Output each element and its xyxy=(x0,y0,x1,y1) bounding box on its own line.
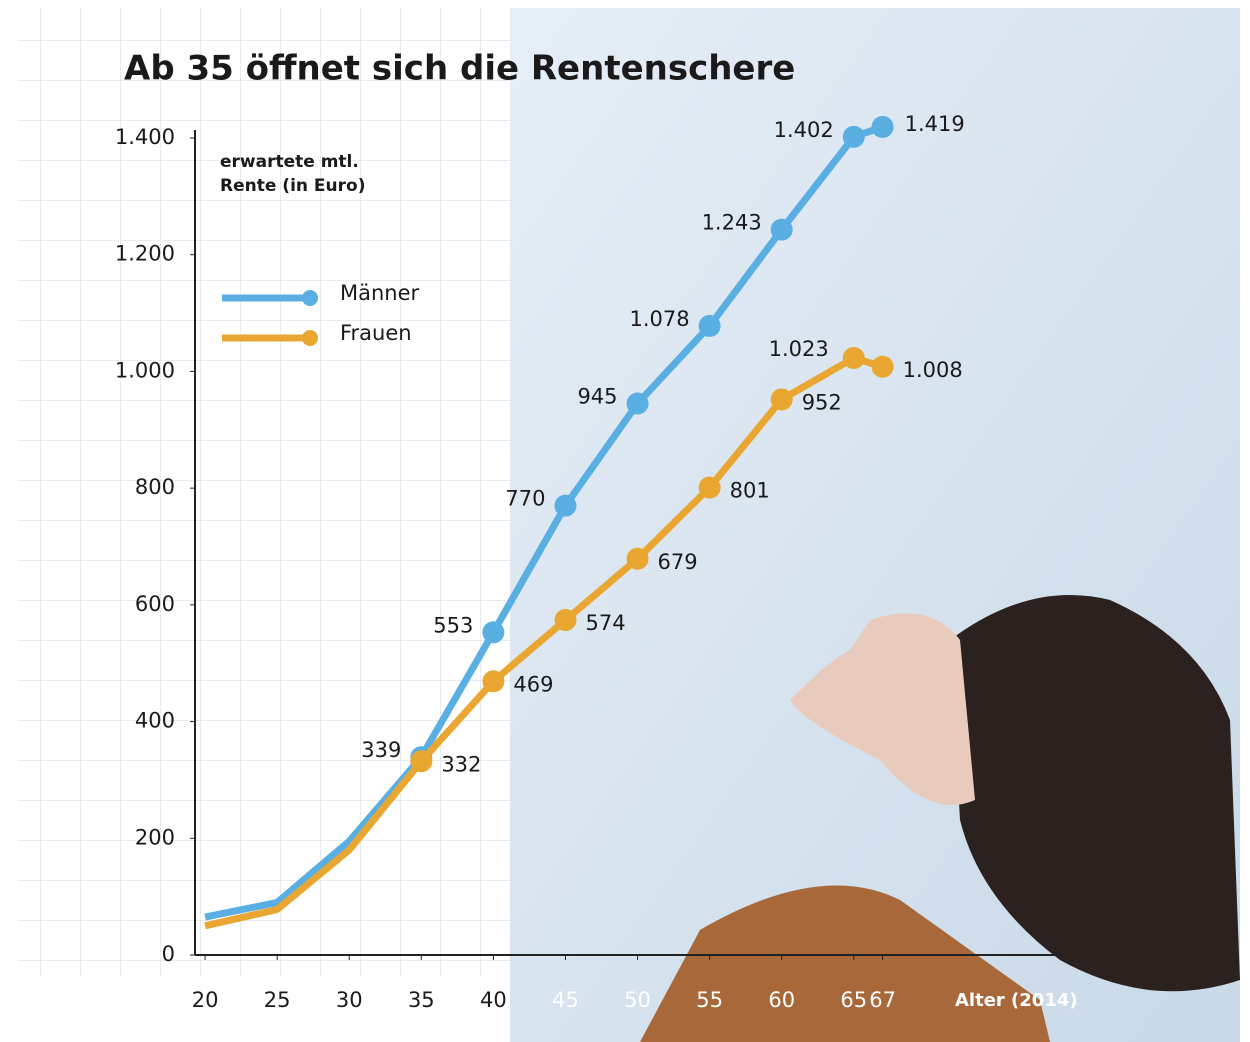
grid-paper xyxy=(18,8,513,976)
x-tick-label: 45 xyxy=(552,988,579,1012)
y-tick-label: 200 xyxy=(135,825,175,849)
y-tick-label: 1.000 xyxy=(115,358,175,382)
data-label: 1.419 xyxy=(905,112,965,136)
y-tick-label: 0 xyxy=(162,942,175,966)
y-tick-label: 600 xyxy=(135,592,175,616)
x-tick-label: 30 xyxy=(336,988,363,1012)
coat xyxy=(640,885,1050,1042)
data-label: 1.243 xyxy=(702,211,762,235)
data-label: 801 xyxy=(730,479,770,503)
data-label: 679 xyxy=(658,550,698,574)
data-point xyxy=(626,392,649,415)
data-point xyxy=(410,750,433,773)
data-point xyxy=(554,494,577,517)
data-point xyxy=(698,314,721,337)
y-tick-label: 1.400 xyxy=(115,125,175,149)
x-tick-label: 20 xyxy=(192,988,219,1012)
face xyxy=(790,613,975,805)
legend-marker xyxy=(302,330,318,346)
data-label: 1.008 xyxy=(903,358,963,382)
data-point xyxy=(842,347,865,370)
data-point xyxy=(871,115,894,138)
legend-label: Frauen xyxy=(340,321,412,345)
legend-marker xyxy=(302,290,318,306)
x-tick-label: 55 xyxy=(696,988,723,1012)
x-tick-label: 60 xyxy=(768,988,795,1012)
x-tick-label: 65 xyxy=(840,988,867,1012)
data-label: 1.023 xyxy=(769,337,829,361)
data-point xyxy=(842,125,865,148)
data-label: 339 xyxy=(361,738,401,762)
data-label: 952 xyxy=(802,390,842,414)
data-point xyxy=(626,547,649,570)
data-point xyxy=(482,670,505,693)
data-label: 332 xyxy=(441,752,481,776)
data-label: 469 xyxy=(513,672,553,696)
data-point xyxy=(554,609,577,632)
x-axis-label: Alter (2014) xyxy=(955,990,1078,1011)
x-tick-label: 35 xyxy=(408,988,435,1012)
y-axis-label: Rente (in Euro) xyxy=(220,176,365,196)
data-label: 945 xyxy=(577,385,617,409)
legend-label: Männer xyxy=(340,281,420,305)
data-point xyxy=(871,355,894,378)
data-label: 1.078 xyxy=(629,307,689,331)
y-tick-label: 400 xyxy=(135,709,175,733)
x-tick-label: 25 xyxy=(264,988,291,1012)
y-tick-label: 1.200 xyxy=(115,242,175,266)
y-tick-label: 800 xyxy=(135,475,175,499)
chart-title: Ab 35 öffnet sich die Rentenschere xyxy=(124,49,795,89)
data-point xyxy=(698,476,721,499)
x-tick-label: 40 xyxy=(480,988,507,1012)
x-tick-label: 67 xyxy=(869,988,896,1012)
data-label: 1.402 xyxy=(774,118,834,142)
data-label: 553 xyxy=(433,613,473,637)
data-label: 574 xyxy=(585,611,625,635)
data-label: 770 xyxy=(505,487,545,511)
data-point xyxy=(770,388,793,411)
y-axis-label: erwartete mtl. xyxy=(220,152,359,172)
x-tick-label: 50 xyxy=(624,988,651,1012)
data-point xyxy=(482,621,505,644)
data-point xyxy=(770,218,793,241)
hair xyxy=(950,595,1240,992)
